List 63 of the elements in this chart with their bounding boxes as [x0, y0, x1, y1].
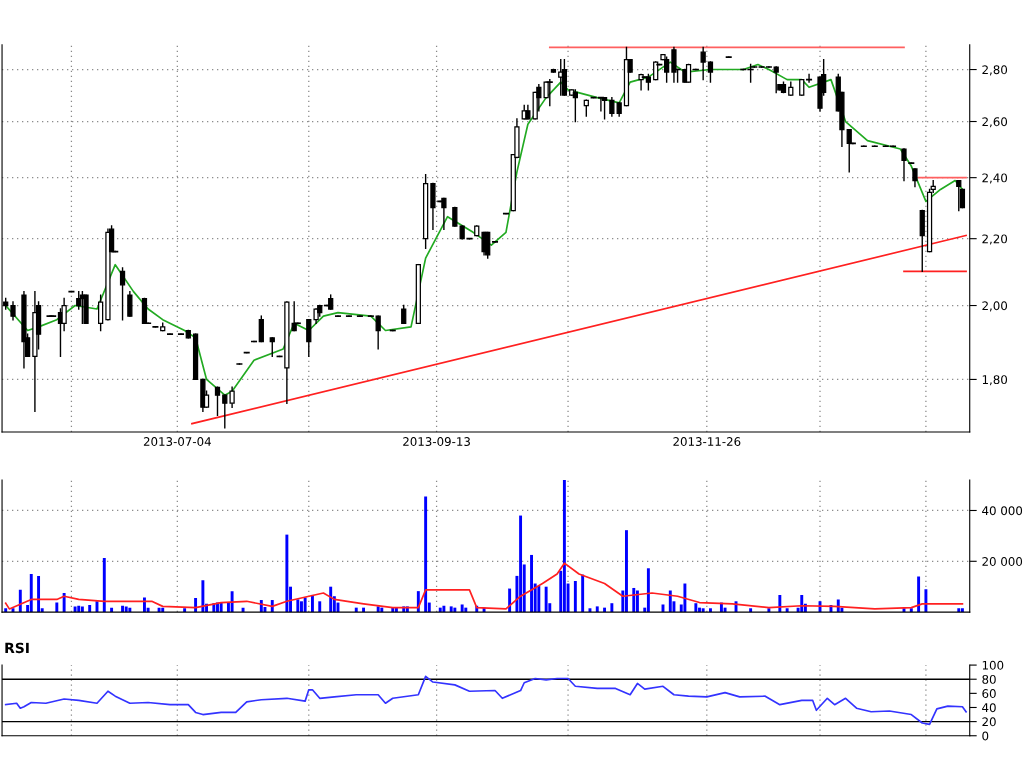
- y-tick-label: 100: [982, 660, 1004, 670]
- bar: [29, 573, 33, 613]
- bar: [917, 576, 921, 613]
- candlestick: [956, 179, 962, 212]
- bar: [537, 586, 541, 613]
- chart-title: RSI: [5, 642, 29, 654]
- candlestick: [269, 337, 275, 358]
- y-tick-label: 60: [982, 689, 996, 698]
- y-tick-label: 2,00: [982, 301, 1008, 312]
- candlestick: [901, 148, 907, 182]
- bar: [646, 568, 650, 613]
- candlestick: [375, 315, 381, 350]
- x-tick-label: 2013-11-26: [673, 437, 741, 446]
- bar: [285, 534, 289, 613]
- y-tick-label: 40 000: [982, 506, 1023, 516]
- bar: [544, 586, 548, 613]
- candlestick: [664, 56, 670, 83]
- line-series: [4, 562, 964, 610]
- candlestick: [119, 267, 126, 321]
- bar: [88, 605, 92, 613]
- x-tick-label: 2013-09-13: [403, 437, 470, 446]
- candlestick: [485, 231, 491, 259]
- candlestick: [959, 188, 966, 209]
- candlestick: [214, 386, 221, 417]
- candlestick: [98, 294, 104, 332]
- y-tick-label: 20 000: [982, 557, 1023, 566]
- bar: [300, 601, 303, 613]
- bar: [318, 601, 322, 613]
- y-tick-label: 2,80: [982, 65, 1008, 76]
- y-tick-label: 20: [982, 717, 996, 727]
- bar: [460, 604, 464, 613]
- y-tick-label: 40: [982, 703, 996, 713]
- candlestick: [700, 46, 706, 81]
- y-tick-label: 1,80: [982, 375, 1008, 386]
- candlestick: [306, 319, 312, 358]
- y-tick-label: 2,20: [982, 234, 1008, 245]
- candlestick: [258, 315, 264, 343]
- bar: [201, 580, 205, 613]
- bar: [530, 554, 533, 613]
- bar: [102, 558, 106, 613]
- bar: [694, 603, 698, 613]
- y-tick-label: 0: [982, 731, 989, 741]
- bar: [581, 574, 585, 613]
- bar: [924, 589, 928, 613]
- y-tick-label: 2,40: [982, 173, 1008, 184]
- candlestick: [601, 96, 608, 120]
- bar: [37, 575, 41, 613]
- bar: [683, 583, 687, 613]
- candlestick: [127, 290, 133, 317]
- bar: [303, 597, 307, 613]
- bar: [519, 515, 523, 613]
- candlestick: [707, 61, 714, 83]
- candlestick: [222, 394, 228, 429]
- y-tick-label: 2,60: [982, 117, 1008, 128]
- candlestick: [609, 96, 615, 117]
- bar: [562, 480, 566, 613]
- candlestick: [229, 386, 235, 408]
- x-tick-label: 2013-07-04: [143, 437, 211, 446]
- bar: [573, 580, 577, 613]
- y-tick-label: 80: [982, 674, 996, 684]
- bar: [610, 603, 614, 613]
- bar: [424, 496, 428, 613]
- bar: [625, 530, 628, 613]
